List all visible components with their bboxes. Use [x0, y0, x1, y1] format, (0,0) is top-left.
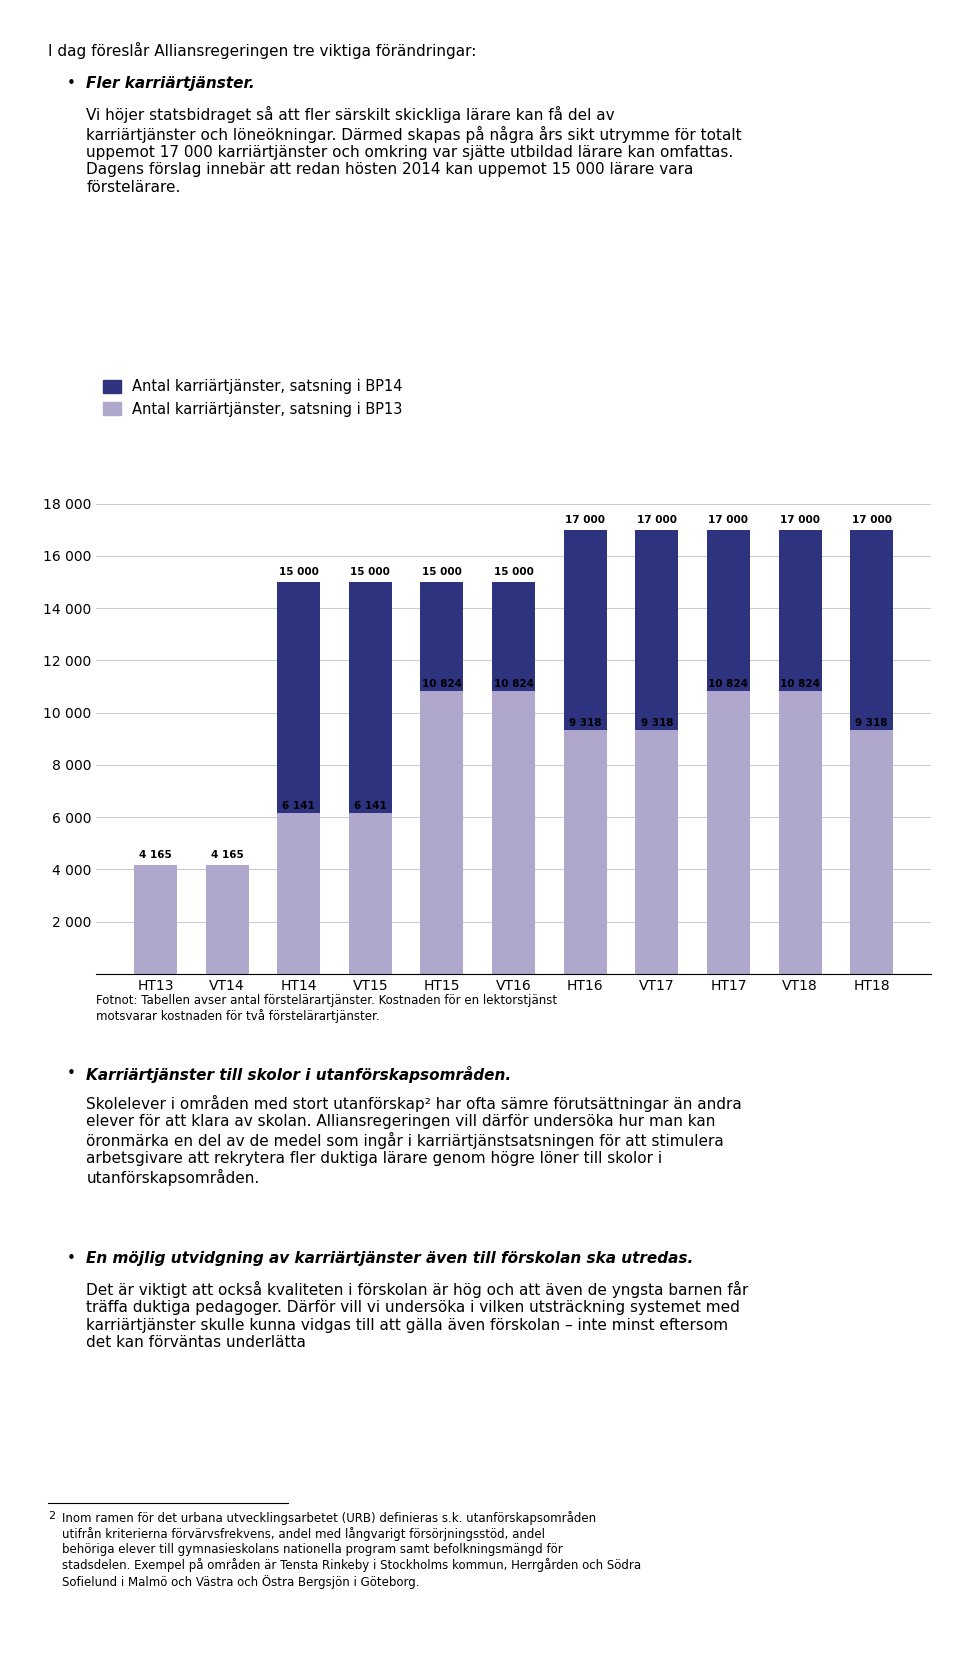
Text: Det är viktigt att också kvaliteten i förskolan är hög och att även de yngsta ba: Det är viktigt att också kvaliteten i fö…: [86, 1281, 749, 1350]
Text: Fler karriärtjänster.: Fler karriärtjänster.: [86, 76, 255, 91]
Text: 17 000: 17 000: [636, 514, 677, 524]
Bar: [348, 813, 392, 974]
Text: 6 141: 6 141: [282, 801, 315, 811]
Bar: [205, 865, 249, 974]
Text: 15 000: 15 000: [278, 568, 319, 578]
Bar: [779, 692, 822, 974]
Text: Karriärtjänster till skolor i utanförskapsområden.: Karriärtjänster till skolor i utanförska…: [86, 1066, 512, 1083]
Bar: [779, 531, 822, 692]
Text: Skolelever i områden med stort utanförskap² har ofta sämre förutsättningar än an: Skolelever i områden med stort utanförsk…: [86, 1095, 742, 1185]
Text: 6 141: 6 141: [354, 801, 387, 811]
Text: 15 000: 15 000: [493, 568, 534, 578]
Text: 4 165: 4 165: [210, 850, 244, 860]
Text: •: •: [67, 1251, 76, 1266]
Text: 15 000: 15 000: [350, 568, 391, 578]
Text: 15 000: 15 000: [422, 568, 462, 578]
Bar: [564, 730, 607, 974]
Text: 17 000: 17 000: [565, 514, 605, 524]
Text: 10 824: 10 824: [493, 678, 534, 688]
Text: 9 318: 9 318: [640, 719, 673, 727]
Text: Vi höjer statsbidraget så att fler särskilt skickliga lärare kan få del av
karri: Vi höjer statsbidraget så att fler särsk…: [86, 106, 742, 195]
Bar: [348, 583, 392, 813]
Text: Fotnot: Tabellen avser antal förstelärartjänster. Kostnaden för en lektorstjänst: Fotnot: Tabellen avser antal förstelärar…: [96, 994, 557, 1023]
Bar: [707, 692, 750, 974]
Text: •: •: [67, 76, 76, 91]
Legend: Antal karriärtjänster, satsning i BP14, Antal karriärtjänster, satsning i BP13: Antal karriärtjänster, satsning i BP14, …: [104, 379, 403, 416]
Bar: [277, 813, 321, 974]
Text: 9 318: 9 318: [569, 719, 602, 727]
Text: Inom ramen för det urbana utvecklingsarbetet (URB) definieras s.k. utanförskapso: Inom ramen för det urbana utvecklingsarb…: [62, 1511, 641, 1588]
Bar: [492, 692, 535, 974]
Text: 10 824: 10 824: [708, 678, 749, 688]
Bar: [851, 531, 893, 730]
Text: 4 165: 4 165: [139, 850, 172, 860]
Bar: [636, 730, 679, 974]
Text: I dag föreslår Alliansregeringen tre viktiga förändringar:: I dag föreslår Alliansregeringen tre vik…: [48, 42, 476, 59]
Bar: [564, 531, 607, 730]
Bar: [420, 692, 464, 974]
Bar: [420, 583, 464, 692]
Bar: [277, 583, 321, 813]
Text: En möjlig utvidgning av karriärtjänster även till förskolan ska utredas.: En möjlig utvidgning av karriärtjänster …: [86, 1251, 694, 1266]
Bar: [492, 583, 535, 692]
Text: •: •: [67, 1066, 76, 1081]
Text: 2: 2: [48, 1511, 55, 1521]
Text: 9 318: 9 318: [855, 719, 888, 727]
Text: 10 824: 10 824: [422, 678, 462, 688]
Text: 17 000: 17 000: [708, 514, 749, 524]
Bar: [134, 865, 177, 974]
Text: 17 000: 17 000: [780, 514, 820, 524]
Bar: [636, 531, 679, 730]
Bar: [851, 730, 893, 974]
Bar: [707, 531, 750, 692]
Text: 17 000: 17 000: [852, 514, 892, 524]
Text: 10 824: 10 824: [780, 678, 820, 688]
